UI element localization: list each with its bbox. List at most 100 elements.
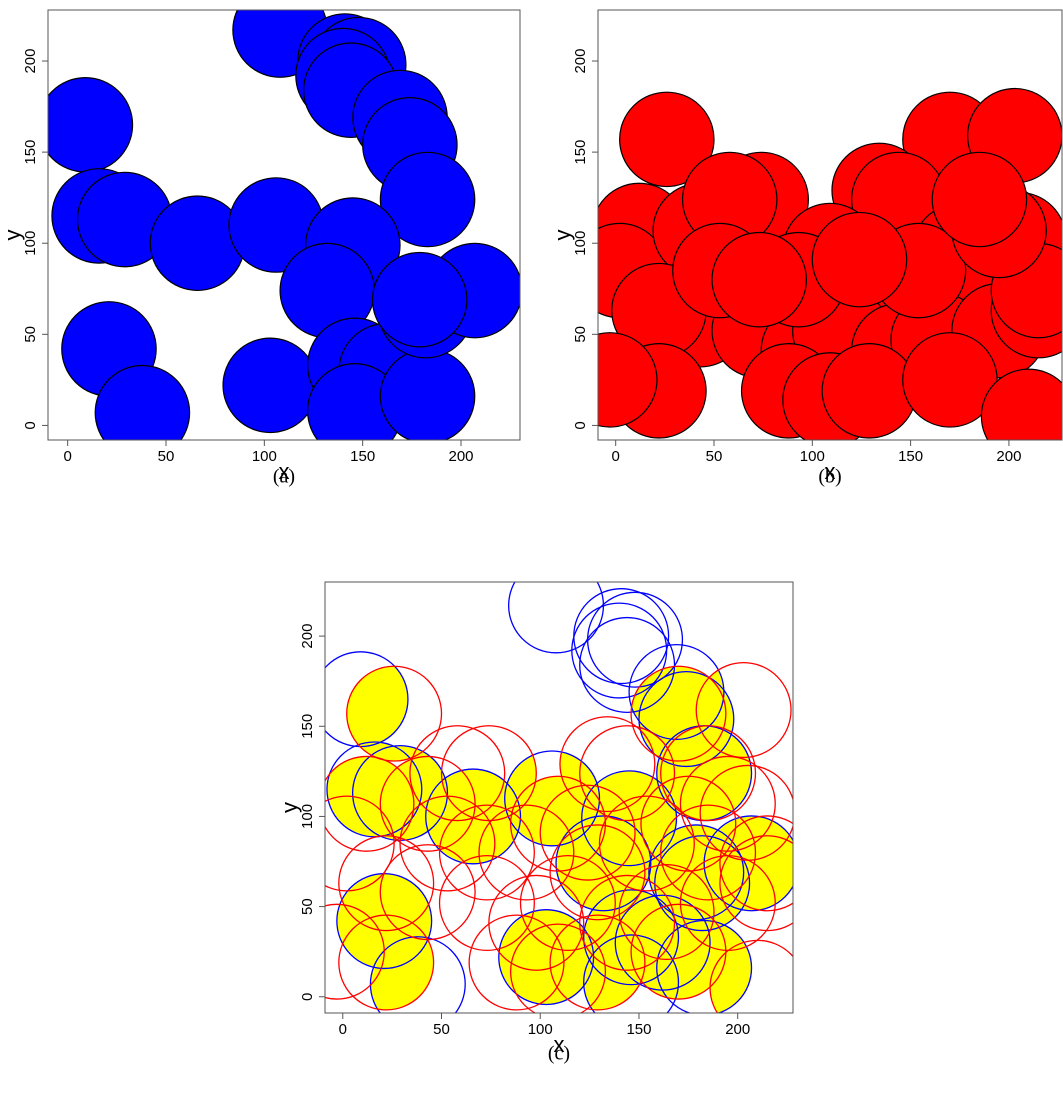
circle-outline [703,815,793,912]
circle-outline [656,919,753,1013]
x-tick-label: 100 [528,1021,553,1038]
y-tick-label: 100 [572,231,589,256]
circle-outline [579,616,676,713]
plot-frame [324,581,794,1014]
plot-area [48,10,520,440]
circle-outline [379,755,476,852]
y-tick-label: 0 [572,421,589,429]
y-tick-label: 200 [572,49,589,74]
circle-outline [695,661,792,759]
circle-outline [539,784,636,881]
disc [619,91,715,188]
disc [222,337,319,434]
x-tick-label: 200 [448,448,473,465]
circle-outline [555,815,652,912]
circle-outline [719,815,793,912]
circle-outline [640,775,737,872]
circle-outline [468,914,565,1011]
y-axis-label: y [277,802,302,813]
x-tick-label: 200 [996,448,1021,465]
disc [902,332,998,428]
circle-outline [571,602,668,699]
circle-outline [559,716,656,813]
circle-outline [679,755,776,852]
x-tick-label: 0 [63,448,71,465]
circle-outline [638,671,735,768]
circle-outline [628,643,725,741]
disc [811,211,908,308]
y-tick-label: 150 [299,714,316,739]
disc [931,151,1028,248]
x-tick-label: 200 [725,1021,750,1038]
circle-outline [488,874,585,971]
x-axis-label: x [554,1032,565,1057]
y-tick-label: 0 [22,421,39,429]
circle-outline [648,824,745,921]
plot-area [325,582,793,1013]
circle-outline [438,854,535,952]
circle-outline [630,665,727,762]
x-tick-label: 0 [339,1021,347,1038]
plot-frame [47,9,521,441]
circle-outline [325,755,415,852]
disc [48,77,134,173]
disc [711,231,808,328]
disc [598,332,658,428]
circle-outline [519,854,616,952]
circle-outline [478,804,575,901]
x-tick-label: 50 [158,448,175,465]
y-axis-label: y [550,230,575,241]
y-axis-label: y [0,230,25,241]
x-tick-label: 150 [626,1021,651,1038]
x-tick-label: 50 [706,448,723,465]
circle-outline [579,725,676,822]
overlap-disc [631,904,726,1000]
circle-outline [508,582,605,654]
disc [371,251,468,348]
circle-outline [504,750,601,847]
circle-outline [338,914,435,1011]
circle-outline [509,775,607,872]
circle-outline [579,874,676,971]
circle-outline [438,804,535,901]
circle-outline [325,795,395,892]
x-tick-label: 100 [800,448,825,465]
overlap-disc [660,725,756,821]
plot-frame [597,9,1063,441]
disc [379,151,476,248]
circle-outline [509,923,607,1013]
disc [821,343,918,439]
circle-outline [549,914,646,1011]
x-tick-label: 100 [252,448,277,465]
circle-outline [399,795,496,892]
y-tick-label: 200 [299,624,316,649]
x-axis-label: x [279,459,290,484]
y-tick-label: 150 [22,140,39,165]
disc [379,348,476,440]
x-tick-label: 0 [612,448,620,465]
y-tick-label: 50 [22,326,39,343]
y-tick-label: 50 [299,898,316,915]
plot-area [598,87,1062,440]
circle-outline [654,835,751,932]
circle-outline [583,889,680,986]
circle-outline [598,795,695,892]
circle-outline [660,804,757,901]
circle-outline [660,725,757,822]
circle-outline [618,863,715,961]
y-tick-label: 100 [22,231,39,256]
disc [980,368,1062,440]
x-tick-label: 150 [898,448,923,465]
circle-outline [709,939,793,1013]
circle-outline [425,768,522,865]
circle-outline [369,936,466,1013]
circle-outline [338,835,435,932]
disc [149,195,246,292]
y-tick-label: 200 [22,49,39,74]
caption: (a) [273,466,295,488]
circle-outline [583,934,680,1013]
circle-outline [325,903,385,1000]
y-tick-label: 0 [299,993,316,1001]
circle-outline [346,665,443,762]
